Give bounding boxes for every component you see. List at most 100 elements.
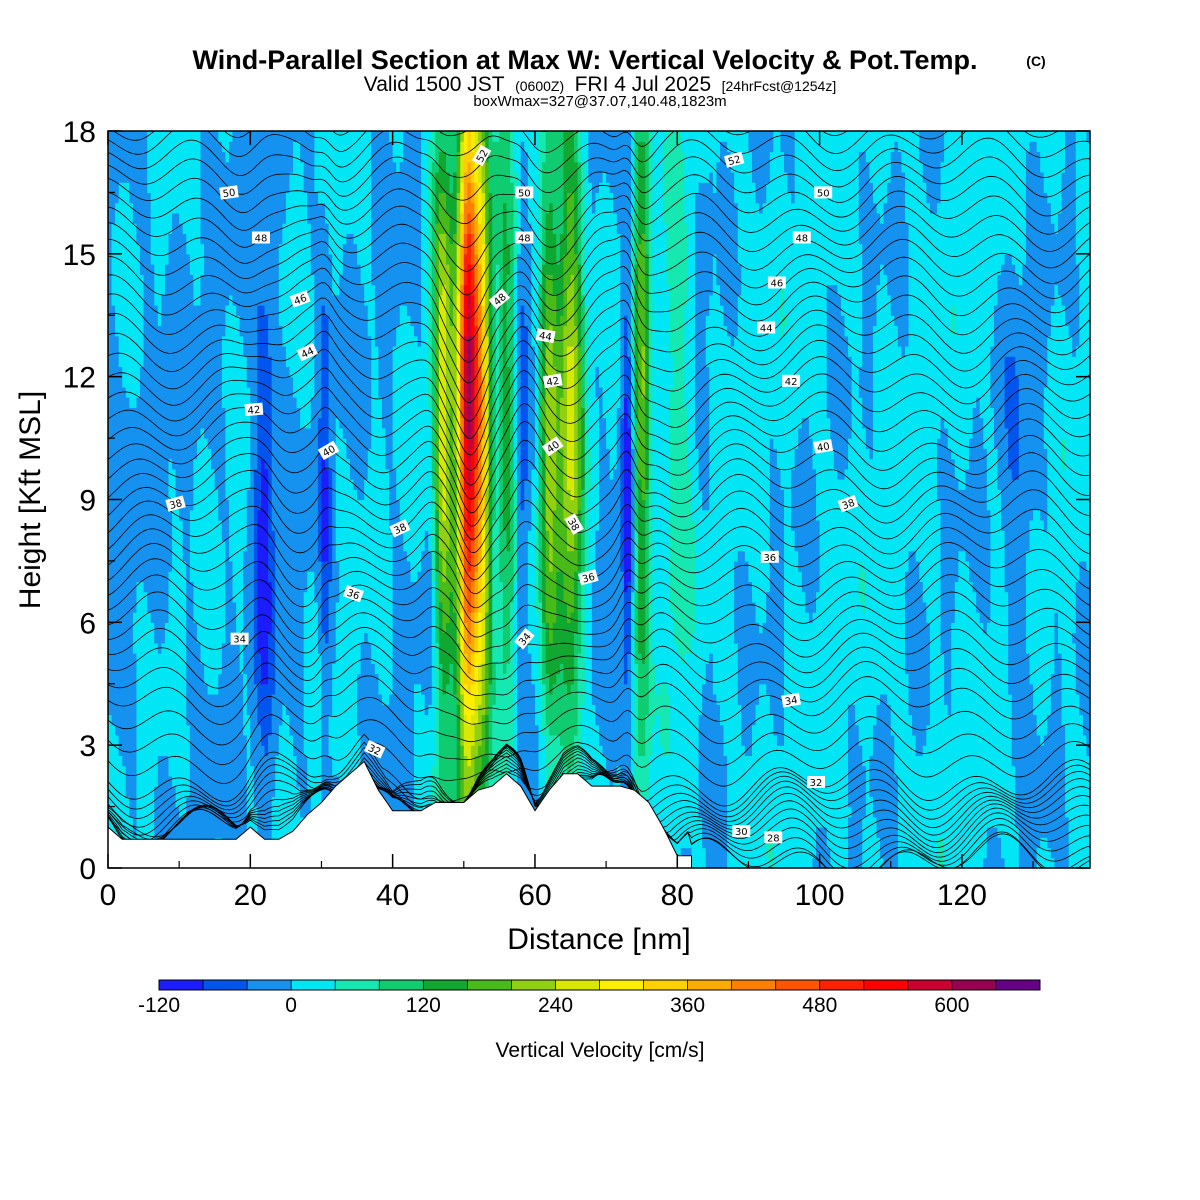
velocity-cell	[111, 519, 116, 531]
velocity-cell	[186, 693, 191, 705]
velocity-cell	[257, 161, 262, 173]
velocity-cell	[342, 345, 347, 357]
velocity-cell	[342, 202, 347, 214]
velocity-cell	[246, 683, 251, 695]
velocity-cell	[157, 407, 162, 419]
velocity-cell	[211, 816, 216, 828]
velocity-cell	[353, 673, 358, 685]
velocity-cell	[200, 612, 205, 623]
velocity-cell	[268, 335, 273, 347]
velocity-cell	[207, 366, 212, 378]
velocity-cell	[264, 642, 269, 654]
velocity-cell	[253, 141, 259, 153]
velocity-cell	[154, 407, 159, 419]
velocity-cell	[129, 622, 134, 634]
velocity-cell	[228, 519, 234, 531]
velocity-cell	[300, 458, 305, 470]
velocity-cell	[243, 438, 248, 449]
velocity-cell	[172, 693, 177, 705]
velocity-cell	[150, 540, 155, 552]
velocity-cell	[236, 161, 241, 173]
velocity-cell	[143, 489, 148, 501]
velocity-cell	[147, 755, 152, 767]
velocity-cell	[253, 673, 259, 685]
velocity-cell	[253, 335, 259, 347]
velocity-cell	[296, 622, 301, 634]
velocity-cell	[346, 499, 351, 511]
velocity-cell	[147, 171, 152, 183]
velocity-cell	[282, 458, 287, 470]
velocity-cell	[289, 571, 294, 582]
velocity-cell	[321, 540, 326, 552]
velocity-cell	[129, 581, 134, 593]
velocity-cell	[349, 345, 355, 357]
velocity-cell	[307, 284, 312, 296]
velocity-cell	[264, 724, 269, 736]
velocity-cell	[196, 202, 202, 214]
velocity-cell	[136, 243, 141, 255]
velocity-cell	[154, 438, 159, 449]
velocity-cell	[118, 182, 123, 194]
velocity-cell	[150, 202, 155, 214]
velocity-cell	[325, 212, 330, 224]
velocity-cell	[179, 212, 184, 224]
velocity-cell	[157, 714, 162, 726]
velocity-cell	[172, 376, 177, 388]
velocity-cell	[289, 683, 294, 695]
velocity-cell	[207, 816, 212, 828]
velocity-cell	[211, 622, 216, 634]
velocity-cell	[122, 509, 127, 521]
velocity-cell	[300, 192, 305, 204]
velocity-cell	[207, 550, 212, 562]
velocity-cell	[196, 550, 202, 562]
velocity-cell	[143, 714, 148, 726]
velocity-cell	[207, 704, 212, 716]
velocity-cell	[221, 530, 227, 542]
velocity-cell	[115, 519, 120, 531]
velocity-cell	[278, 499, 283, 511]
velocity-cell	[164, 745, 170, 757]
velocity-cell	[136, 386, 141, 398]
velocity-cell	[125, 315, 130, 327]
velocity-cell	[332, 714, 337, 726]
velocity-cell	[349, 734, 355, 746]
velocity-cell	[293, 284, 298, 296]
velocity-cell	[325, 786, 330, 797]
velocity-cell	[125, 376, 130, 388]
velocity-cell	[307, 212, 312, 224]
velocity-cell	[207, 581, 212, 593]
velocity-cell	[196, 571, 202, 582]
velocity-cell	[150, 243, 155, 255]
velocity-cell	[296, 458, 301, 470]
velocity-cell	[189, 714, 194, 726]
velocity-cell	[211, 366, 216, 378]
velocity-cell	[349, 704, 355, 716]
velocity-cell	[132, 284, 138, 296]
velocity-cell	[293, 765, 298, 777]
velocity-cell	[175, 468, 180, 480]
velocity-cell	[168, 519, 173, 531]
velocity-cell	[349, 519, 355, 531]
velocity-cell	[108, 192, 113, 204]
velocity-cell	[314, 131, 319, 142]
velocity-cell	[196, 499, 202, 511]
velocity-cell	[268, 448, 273, 460]
velocity-cell	[307, 366, 312, 378]
velocity-cell	[132, 796, 138, 808]
velocity-cell	[214, 386, 219, 398]
velocity-cell	[332, 489, 337, 501]
velocity-cell	[257, 141, 262, 153]
velocity-cell	[154, 816, 159, 828]
velocity-cell	[325, 581, 330, 593]
velocity-cell	[140, 141, 145, 153]
velocity-cell	[196, 407, 202, 419]
velocity-cell	[314, 765, 319, 777]
velocity-cell	[157, 499, 162, 511]
velocity-cell	[342, 325, 347, 337]
velocity-cell	[118, 775, 123, 787]
velocity-cell	[200, 683, 205, 695]
velocity-cell	[307, 458, 312, 470]
velocity-cell	[246, 305, 251, 316]
velocity-cell	[310, 663, 315, 675]
velocity-cell	[275, 571, 280, 582]
